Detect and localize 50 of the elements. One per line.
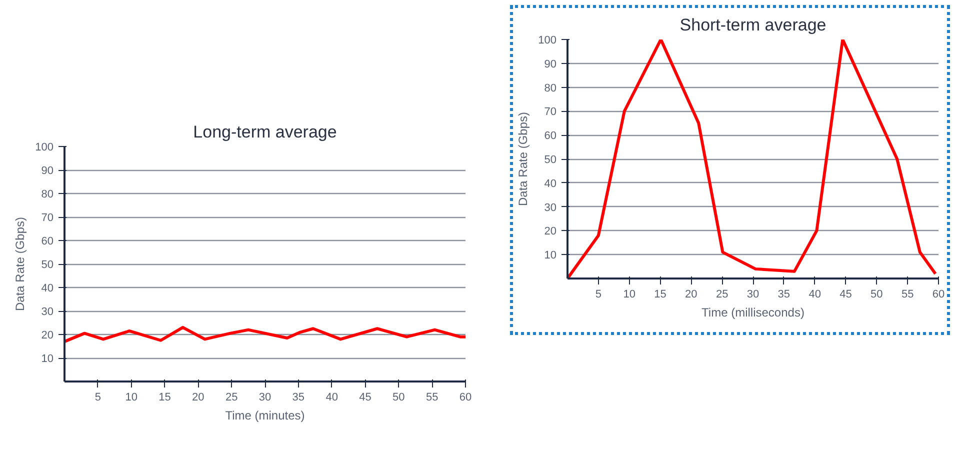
y-tick-label: 20 xyxy=(544,226,557,238)
y-tick-label: 80 xyxy=(544,82,557,94)
chart-title: Long-term average xyxy=(193,122,337,142)
x-tick-label: 45 xyxy=(359,392,372,404)
x-tick-label: 15 xyxy=(654,288,666,300)
x-tick-label: 30 xyxy=(746,288,760,300)
x-axis-title: Time (milliseconds) xyxy=(702,306,804,320)
y-tick-label: 30 xyxy=(41,306,54,318)
x-tick-label: 20 xyxy=(685,288,698,300)
x-tick-label: 55 xyxy=(901,288,914,300)
y-axis-title: Data Rate (Gbps) xyxy=(13,216,28,312)
y-tick-label: 60 xyxy=(41,236,54,248)
x-tick-label: 40 xyxy=(326,392,338,404)
x-tick-label: 60 xyxy=(459,392,472,404)
line-series xyxy=(64,326,466,344)
x-tick-label: 50 xyxy=(870,288,883,300)
x-tick-label: 10 xyxy=(125,392,138,404)
y-tick-label: 50 xyxy=(41,259,54,271)
x-tick-label: 25 xyxy=(225,392,238,404)
y-tick-label: 70 xyxy=(544,106,557,118)
chart-title: Short-term average xyxy=(680,16,826,34)
y-tick-label: 30 xyxy=(544,202,557,214)
y-axis-title: Data Rate (Gbps) xyxy=(516,112,530,206)
x-tick-label: 10 xyxy=(623,288,636,300)
x-tick-label: 50 xyxy=(392,392,405,404)
x-tick-label: 5 xyxy=(94,392,101,404)
y-tick-label: 70 xyxy=(41,212,54,224)
x-tick-label: 15 xyxy=(158,392,171,404)
y-tick-label: 20 xyxy=(41,330,54,342)
x-tick-label: 45 xyxy=(840,288,852,300)
y-tick-label: 10 xyxy=(41,353,54,365)
y-tick-label: 100 xyxy=(35,142,54,154)
y-tick-label: 90 xyxy=(544,58,557,70)
x-tick-label: 60 xyxy=(932,288,945,300)
x-tick-label: 35 xyxy=(778,288,790,300)
y-tick-label: 10 xyxy=(544,250,557,262)
y-tick-label: 100 xyxy=(538,34,557,46)
x-tick-label: 30 xyxy=(258,392,272,404)
y-tick-label: 50 xyxy=(544,154,557,166)
x-tick-label: 40 xyxy=(808,288,821,300)
y-tick-label: 40 xyxy=(544,178,557,190)
x-tick-label: 55 xyxy=(426,392,438,404)
y-tick-label: 60 xyxy=(544,130,557,142)
x-axis-title: Time (minutes) xyxy=(225,408,305,422)
y-tick-label: 80 xyxy=(41,188,54,200)
x-tick-label: 25 xyxy=(716,288,728,300)
x-tick-label: 5 xyxy=(595,288,602,300)
x-tick-label: 35 xyxy=(292,392,305,404)
x-tick-label: 20 xyxy=(192,392,204,404)
y-tick-label: 90 xyxy=(41,165,54,177)
